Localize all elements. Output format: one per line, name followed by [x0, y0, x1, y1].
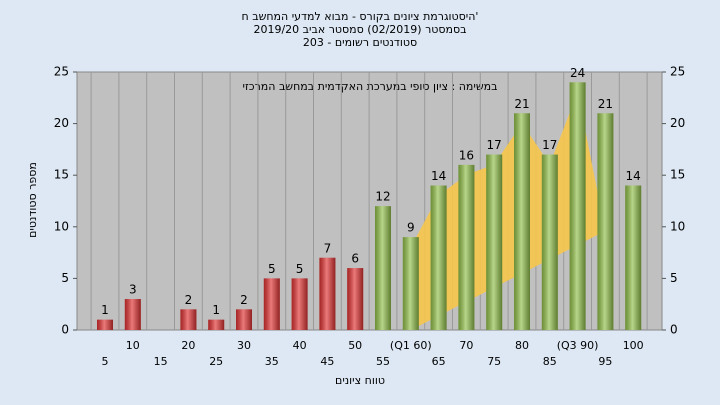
x-tick-label: 35 — [265, 355, 279, 368]
y2-tick-label: 25 — [670, 65, 685, 79]
value-label: 6 — [351, 252, 359, 266]
x-axis-label: טווח ציונים — [335, 374, 385, 387]
value-label: 21 — [598, 97, 613, 111]
x-tick-label: 20 — [181, 339, 195, 352]
bar-shade — [347, 268, 364, 330]
chart-subtitle: בסמסטר (02/2019) סמסטר אביב 2019/20 — [253, 23, 466, 36]
bar-shade — [263, 278, 280, 330]
y-tick-label: 20 — [54, 116, 69, 130]
x-tick-label: 100 — [623, 339, 644, 352]
value-label: 2 — [240, 293, 248, 307]
bar-shade — [291, 278, 308, 330]
bar-shade — [180, 309, 197, 330]
y-axis-label: מספר סטודנטים — [26, 162, 39, 238]
y-tick-label: 25 — [54, 65, 69, 79]
x-tick-label: 40 — [293, 339, 307, 352]
value-label: 5 — [268, 262, 276, 276]
value-label: 16 — [459, 148, 474, 162]
x-tick-label: 50 — [348, 339, 362, 352]
y-tick-label: 0 — [61, 323, 69, 337]
y-tick-label: 10 — [54, 219, 69, 233]
value-label: 7 — [324, 241, 332, 255]
value-label: 17 — [542, 138, 557, 152]
bar-shade — [597, 113, 614, 330]
bar-shade — [97, 319, 113, 330]
y2-tick-label: 5 — [670, 271, 678, 285]
bar-shade — [458, 164, 475, 330]
y2-tick-label: 20 — [670, 116, 685, 130]
value-label: 12 — [375, 190, 390, 204]
bar-shade — [375, 206, 391, 330]
value-label: 5 — [296, 262, 304, 276]
bar-shade — [541, 154, 558, 330]
y-tick-label: 5 — [61, 271, 69, 285]
bar-shade — [319, 257, 336, 330]
y2-tick-label: 10 — [670, 219, 685, 233]
bar-shade — [569, 82, 586, 330]
x-tick-label: 15 — [154, 355, 168, 368]
bar-shade — [486, 154, 503, 330]
bar-shade — [124, 299, 141, 330]
y2-tick-label: 15 — [670, 168, 685, 182]
y-tick-label: 15 — [54, 168, 69, 182]
x-tick-label: 25 — [209, 355, 223, 368]
x-tick-label: 45 — [320, 355, 334, 368]
x-tick-label: (Q1 60) — [390, 339, 432, 352]
value-label: 14 — [431, 169, 446, 183]
x-tick-label: 10 — [126, 339, 140, 352]
value-label: 3 — [129, 283, 137, 297]
x-tick-label: 55 — [376, 355, 390, 368]
annotation: במשימה : ציון סופי במערכת האקדמית במחשב … — [243, 80, 498, 93]
x-tick-label: 5 — [102, 355, 109, 368]
x-tick-label: 85 — [543, 355, 557, 368]
value-label: 21 — [514, 97, 529, 111]
value-label: 14 — [626, 169, 641, 183]
bar-shade — [625, 185, 642, 330]
bar-shade — [208, 319, 225, 330]
value-label: 9 — [407, 221, 415, 235]
bar-shade — [236, 309, 252, 330]
bar-shade — [430, 185, 447, 330]
x-tick-label: 95 — [598, 355, 612, 368]
x-tick-label: 70 — [459, 339, 473, 352]
x-tick-label: 30 — [237, 339, 251, 352]
x-tick-label: 80 — [515, 339, 529, 352]
value-label: 24 — [570, 66, 585, 80]
chart-subtitle: סטודנטים רשומים - 203 — [303, 36, 417, 49]
value-label: 1 — [212, 303, 220, 317]
value-label: 2 — [185, 293, 193, 307]
bar-shade — [514, 113, 530, 330]
y2-tick-label: 0 — [670, 323, 678, 337]
chart-title: 'היסטוגרמת ציונים בקורס - מבוא למדעי המח… — [242, 10, 479, 23]
value-label: 17 — [487, 138, 502, 152]
value-label: 1 — [101, 303, 109, 317]
x-tick-label: (Q3 90) — [557, 339, 599, 352]
x-tick-label: 75 — [487, 355, 501, 368]
bar-shade — [402, 237, 419, 330]
x-tick-label: 65 — [432, 355, 446, 368]
